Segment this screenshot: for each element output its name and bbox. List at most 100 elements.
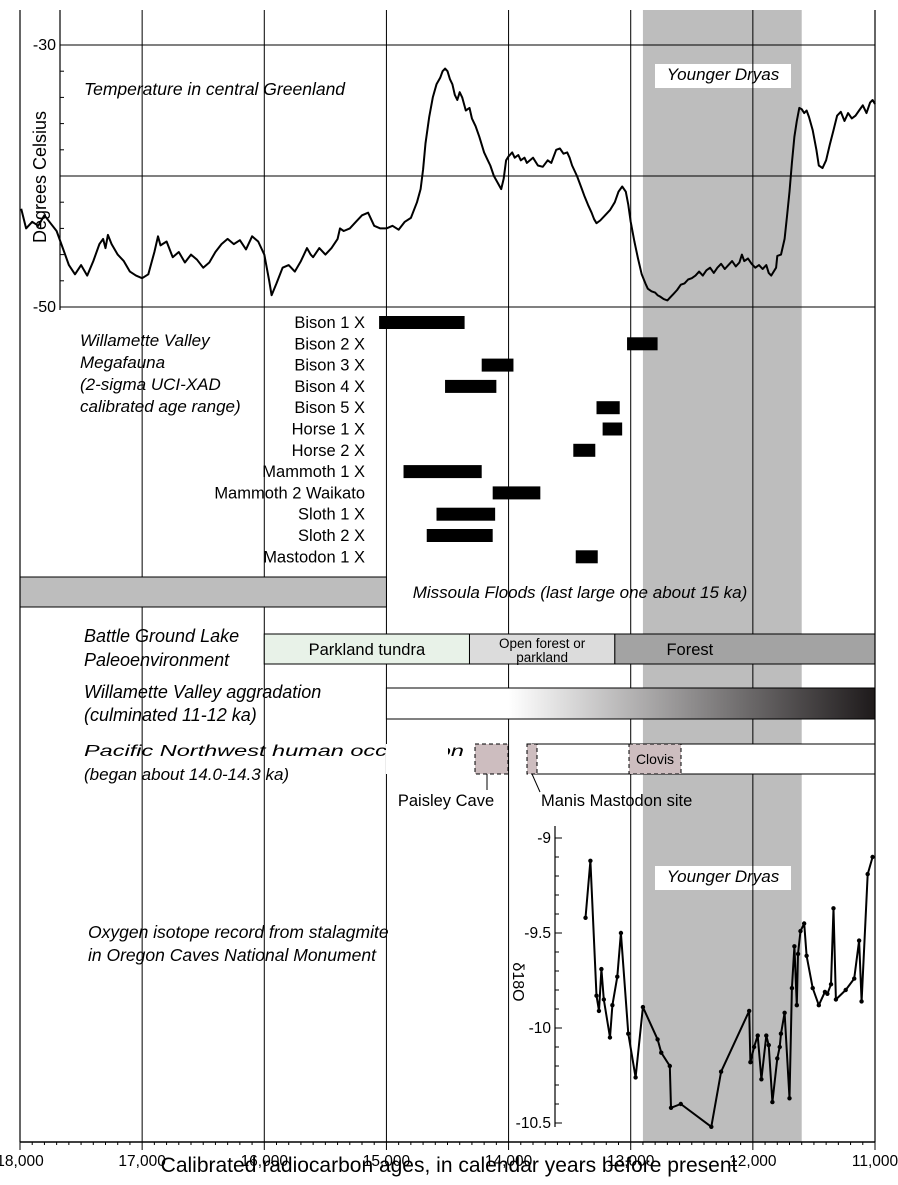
o18-data-point — [607, 1035, 613, 1040]
megafauna-item-label: Horse 2 X — [292, 442, 365, 460]
x-axis-label: Calibrated radiocarbon ages, in calendar… — [161, 1154, 738, 1177]
temperature-series-line — [20, 67, 876, 302]
human-occupation-label: (began about 14.0-14.3 ka) — [84, 765, 289, 784]
o18-data-point — [801, 921, 807, 926]
o18-data-point — [596, 1008, 602, 1014]
o18-data-point — [859, 999, 864, 1004]
temperature-title: Temperature in central Greenland — [84, 79, 346, 99]
megafauna-item-label: Bison 1 X — [294, 314, 365, 332]
o18-data-point — [865, 871, 870, 877]
o18-data-point — [709, 1124, 714, 1130]
paleoenvironment-segment-label: Open forest or — [499, 636, 586, 651]
megafauna-item-label: Horse 1 X — [292, 421, 365, 439]
megafauna-label: (2-sigma UCI-XAD — [80, 375, 221, 394]
megafauna-item-label: Bison 3 X — [294, 357, 365, 375]
x-axis-tick-label: 12,000 — [729, 1153, 777, 1170]
o18-data-point — [831, 906, 836, 911]
o18-data-point — [610, 1003, 615, 1008]
o18-data-point — [775, 1056, 780, 1061]
o18-y-axis-label: δ18O — [509, 962, 526, 1001]
x-axis-tick-label: 16,000 — [241, 1153, 289, 1170]
megafauna-label: Willamette Valley — [80, 331, 211, 350]
x-axis-tick-label: 15,000 — [363, 1153, 411, 1170]
o18-data-point — [810, 985, 815, 991]
manis-mastodon-label: Manis Mastodon site — [541, 792, 692, 810]
manis-mastodon-marker — [526, 743, 538, 775]
paleoenvironment-segment — [614, 633, 876, 665]
younger-dryas-band — [642, 10, 802, 1142]
missoula-floods-label: Missoula Floods (last large one about 15… — [413, 583, 748, 602]
o18-data-point — [655, 1037, 660, 1042]
x-axis-tick-label: 18,000 — [0, 1153, 44, 1170]
megafauna-age-bar — [436, 507, 496, 521]
megafauna-age-bar — [627, 337, 658, 351]
o18-data-point — [599, 966, 604, 972]
o18-data-point — [633, 1075, 638, 1080]
megafauna-age-bar — [602, 422, 623, 436]
o18-y-tick-label: -9.5 — [524, 925, 551, 942]
paleoenvironment-segment — [263, 633, 470, 665]
megafauna-age-bar — [573, 443, 596, 457]
paisley-cave-marker — [474, 743, 509, 775]
megafauna-label: Megafauna — [80, 353, 165, 372]
paleoenvironment-segment-label: Forest — [666, 641, 713, 659]
o18-data-point — [640, 1004, 646, 1010]
aggradation-label: Willamette Valley aggradation — [84, 682, 321, 702]
megafauna-age-bar — [481, 358, 514, 372]
o18-data-point — [794, 1003, 800, 1008]
o18-data-point — [583, 915, 588, 920]
o18-data-point — [798, 928, 803, 934]
o18-data-point — [615, 974, 620, 979]
human-occupation-bar-start — [386, 744, 448, 774]
o18-data-point — [782, 1010, 787, 1015]
x-axis-tick-label: 13,000 — [607, 1153, 655, 1170]
o18-data-point — [588, 858, 593, 863]
paleoenvironment-segment-label: parkland — [516, 650, 568, 665]
oxygen-isotope-label: in Oregon Caves National Monument — [88, 945, 377, 965]
younger-dryas-label-box — [655, 64, 791, 88]
o18-data-point — [755, 1033, 760, 1038]
o18-younger-dryas-label: Younger Dryas — [667, 867, 780, 886]
megafauna-item-label: Bison 5 X — [294, 399, 365, 417]
megafauna-item-label: Mammoth 2 Waikato — [214, 484, 365, 502]
x-axis-tick-label: 17,000 — [118, 1153, 166, 1170]
o18-data-point — [718, 1069, 724, 1074]
o18-data-point — [764, 1033, 769, 1038]
clovis-label: Clovis — [636, 751, 674, 767]
megafauna-age-bar — [403, 465, 482, 479]
o18-data-point — [751, 1044, 757, 1050]
o18-data-point — [789, 985, 795, 991]
megafauna-age-bar — [445, 379, 497, 393]
o18-y-tick-label: -10 — [529, 1020, 552, 1037]
megafauna-age-bar — [426, 529, 493, 542]
megafauna-age-bar — [575, 550, 598, 564]
o18-data-point — [816, 1003, 822, 1008]
o18-y-tick-label: -10.5 — [516, 1115, 551, 1132]
megafauna-age-bar — [596, 401, 620, 415]
megafauna-item-label: Bison 2 X — [294, 335, 365, 353]
o18-data-point — [659, 1050, 664, 1055]
x-axis-tick-label: 11,000 — [852, 1153, 898, 1170]
megafauna-label: calibrated age range) — [80, 397, 241, 416]
o18-data-point — [778, 1031, 784, 1036]
temperature-y-tick-label: -30 — [33, 37, 56, 54]
o18-data-point — [787, 1096, 792, 1101]
megafauna-item-label: Bison 4 X — [294, 378, 365, 396]
megafauna-age-bar — [379, 316, 465, 329]
o18-data-point — [843, 987, 848, 993]
o18-data-point — [626, 1031, 631, 1036]
aggradation-gradient-bar — [385, 687, 876, 720]
o18-data-point — [594, 993, 599, 998]
megafauna-item-label: Mastodon 1 X — [263, 548, 365, 566]
o18-data-point — [667, 1063, 672, 1069]
human-occupation-bar — [531, 743, 876, 775]
o18-data-point — [856, 938, 862, 943]
o18-data-point — [825, 991, 830, 996]
oxygen-isotope-label: Oxygen isotope record from stalagmite — [88, 922, 389, 942]
o18-data-point — [748, 1060, 753, 1065]
o18-data-point — [601, 997, 607, 1002]
megafauna-item-label: Mammoth 1 X — [262, 463, 365, 481]
o18-data-point — [804, 953, 809, 958]
o18-data-point — [777, 1044, 782, 1050]
